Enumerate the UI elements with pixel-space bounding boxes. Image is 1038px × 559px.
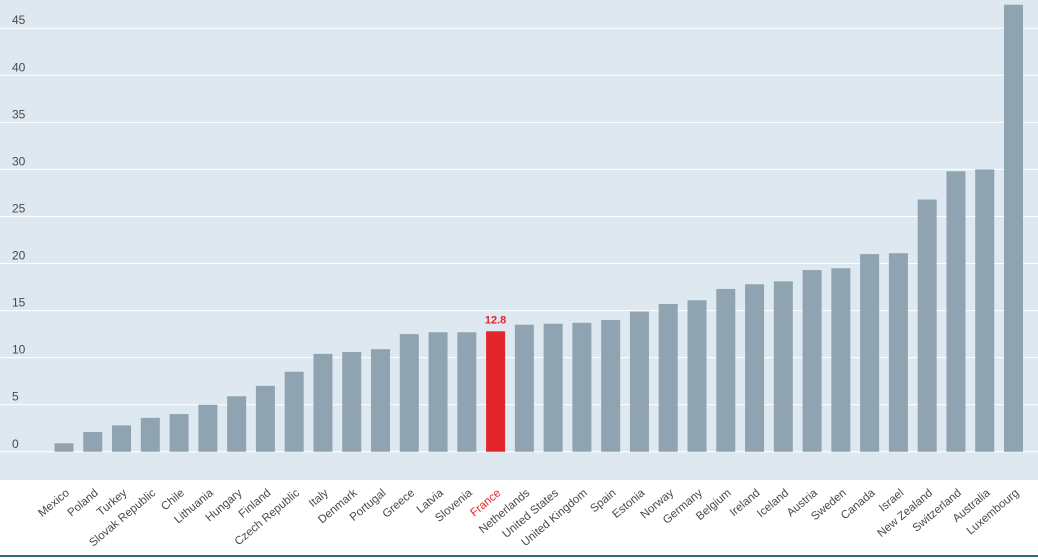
bar-luxembourg [1004,4,1023,452]
bar-spain [601,320,621,452]
y-tick-label: 10 [12,343,26,357]
y-tick-label: 35 [12,107,26,121]
y-tick-label: 20 [12,249,26,263]
bar-portugal [371,349,390,452]
bar-chile [169,414,189,452]
bar-denmark [342,352,362,452]
x-tick-label: Mexico [36,487,72,520]
data-labels: 12.8 [485,314,506,326]
bar-turkey [112,425,132,452]
bar-austria [802,270,822,452]
x-tick-label: Greece [381,487,418,520]
bar-united-states [543,323,563,452]
bar-czech-republic [284,371,304,452]
bar-latvia [428,332,448,452]
y-axis-ticks: 0 5 10 15 20 25 30 35 40 45 [12,13,26,451]
bars [54,4,1023,452]
bar-ireland [745,284,765,452]
bar-canada [860,254,880,452]
bar-belgium [716,288,736,452]
y-tick-label: 5 [12,390,19,404]
y-tick-label: 40 [12,60,26,74]
y-tick-label: 25 [12,201,26,215]
y-tick-label: 0 [12,437,19,451]
bar-lithuania [198,404,218,452]
y-tick-label: 45 [12,13,26,27]
bar-france [486,331,506,452]
bar-mexico [54,443,74,452]
bar-sweden [831,268,851,452]
bar-slovak-republic [140,417,160,452]
bar-new-zealand [917,199,937,452]
bar-estonia [629,311,649,452]
bar-switzerland [946,171,966,452]
bar-slovenia [457,332,477,452]
bar-hungary [227,396,247,452]
x-tick-label: Poland [66,487,101,519]
bar-iceland [773,281,793,452]
bar-norway [658,304,678,452]
y-tick-label: 30 [12,154,26,168]
x-tick-label: Iceland [755,487,791,520]
bar-poland [83,432,103,452]
bar-israel [888,253,908,452]
bar-united-kingdom [572,322,592,452]
bar-finland [255,385,275,452]
bar-netherlands [514,324,534,452]
bar-australia [975,169,995,452]
bar-germany [687,300,707,452]
y-tick-label: 15 [12,296,26,310]
bar-greece [399,334,419,452]
bar-italy [313,353,333,452]
data-label: 12.8 [485,314,506,326]
